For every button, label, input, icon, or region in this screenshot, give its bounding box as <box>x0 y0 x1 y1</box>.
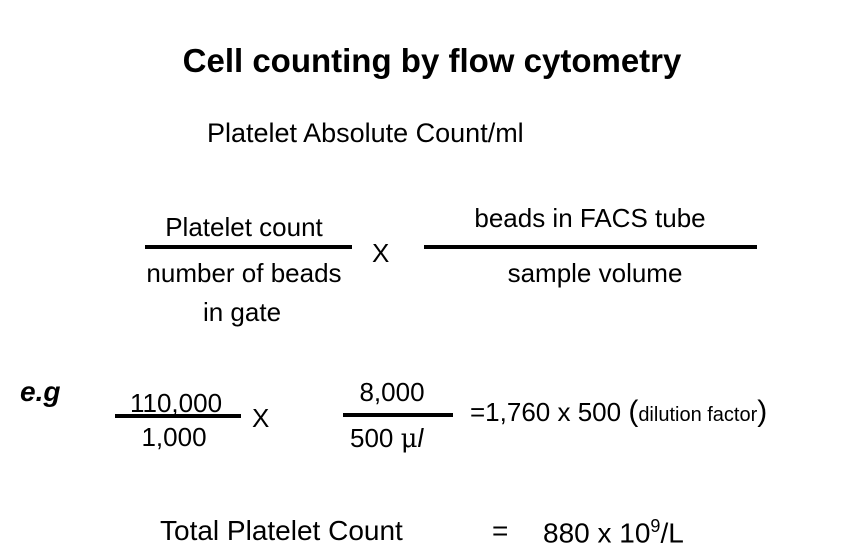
paren: ) <box>757 395 768 428</box>
denominator: in gate <box>202 297 282 327</box>
numerator: 8,000 <box>359 377 425 407</box>
title: Cell counting by flow cytometry <box>182 42 682 79</box>
fraction-bar <box>145 245 352 249</box>
unit-prefix: μ <box>400 424 418 454</box>
fraction-bar <box>115 414 241 418</box>
operator: X <box>372 238 390 268</box>
paren: ( <box>628 395 639 428</box>
unit: /L <box>660 517 684 549</box>
denominator: 1,000 <box>141 422 207 452</box>
exponent: 9 <box>650 516 661 536</box>
note: dilution factor <box>638 404 758 426</box>
total-label: Total Platelet Count <box>160 515 403 546</box>
equals: = <box>492 515 509 546</box>
fraction-bar <box>343 413 453 417</box>
numerator: Platelet count <box>165 212 323 242</box>
numerator: beads in FACS tube <box>474 203 706 233</box>
number: 500 <box>350 423 394 453</box>
total-value: 880 x 109/L <box>543 517 684 547</box>
operator: X <box>252 403 270 433</box>
value: 880 x 10 <box>543 517 651 549</box>
denominator: 500 μl <box>350 425 423 452</box>
denominator: number of beads <box>146 258 342 288</box>
unit: l <box>417 423 424 453</box>
example-label: e.g <box>20 376 61 407</box>
numerator: 110,000 <box>129 388 223 418</box>
subtitle: Platelet Absolute Count/ml <box>207 118 524 148</box>
result: =1,760 x 500 (dilution factor) <box>470 397 767 427</box>
result-value: =1,760 x 500 <box>470 397 622 427</box>
denominator: sample volume <box>507 258 683 288</box>
fraction-bar <box>424 245 757 249</box>
